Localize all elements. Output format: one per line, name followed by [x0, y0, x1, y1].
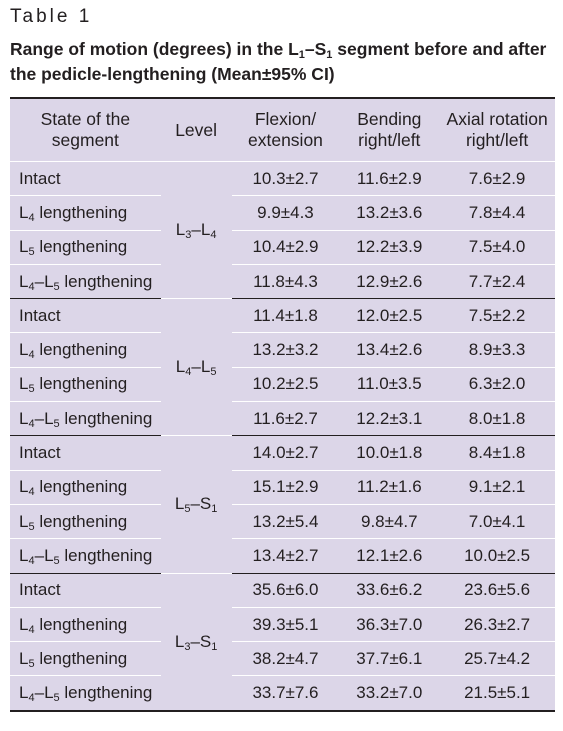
state-cell: L5 lengthening [10, 641, 161, 677]
bending-value: 33.2±7.0 [356, 683, 423, 703]
bending-value: 11.6±2.9 [339, 161, 440, 197]
level-cell: L5–S1 [160, 435, 232, 574]
flexion-value: 14.0±2.7 [231, 435, 340, 471]
axial-value: 7.8±4.4 [439, 195, 555, 231]
state-cell: L4 lengthening [10, 607, 161, 643]
state-cell: L5 lengthening [10, 230, 161, 265]
axial-value: 8.9±3.3 [439, 332, 555, 368]
header-flexion: Flexion/ extension [231, 98, 340, 162]
axial-value: 25.7±4.2 [439, 641, 555, 677]
state-cell: L4 lengthening [10, 470, 161, 505]
table-caption: Range of motion (degrees) in the L1–S1 s… [10, 39, 547, 84]
axial-value: 23.6±5.6 [439, 573, 555, 608]
state-cell: L4 lengthening [10, 332, 161, 368]
header-level: Level [160, 98, 232, 162]
state-cell: L4–L5 lengthening [10, 264, 161, 300]
flexion-value: 33.7±7.6 [252, 683, 319, 703]
table-row: L4 lengthening 9.9±4.3 13.2±3.6 7.8±4.4 [10, 195, 555, 231]
flexion-value: 38.2±4.7 [231, 641, 340, 677]
table-label: Table 1 [10, 6, 93, 27]
table-row: Intact L5–S1 14.0±2.7 10.0±1.8 8.4±1.8 [10, 435, 555, 574]
axial-value: 6.3±2.0 [439, 367, 555, 403]
state-cell: L5 lengthening [10, 367, 161, 403]
bending-value: 33.6±6.2 [339, 573, 440, 608]
flexion-value: 10.3±2.7 [231, 161, 340, 197]
bending-value: 13.2±3.6 [339, 195, 440, 231]
axial-value: 7.6±2.9 [439, 161, 555, 197]
flexion-value: 10.4±2.9 [231, 230, 340, 265]
axial-value: 7.5±4.0 [439, 230, 555, 265]
state-cell: L4–L5 lengthening [19, 683, 153, 705]
bending-value: 12.1±2.6 [339, 538, 440, 574]
header-axial: Axial rotation right/left [439, 98, 555, 162]
table-row: Intact L3–S1 35.6±6.0 33.6±6.2 23.6±5.6 [10, 573, 555, 712]
bending-value: 12.0±2.5 [339, 298, 440, 334]
bending-value: 12.9±2.6 [339, 264, 440, 300]
flexion-value: 11.8±4.3 [231, 264, 340, 300]
table-body: Intact L3–L4 10.3±2.7 11.6±2.9 7.6±2.9 L4 len… [10, 161, 555, 712]
level-cell: L4–L5 [160, 298, 232, 437]
bending-value: 13.4±2.6 [339, 332, 440, 368]
range-of-motion-table: State of the segment Level Flexion/ exte… [10, 97, 555, 712]
axial-value: 8.4±1.8 [439, 435, 555, 471]
table-row: Intact L3–L4 10.3±2.7 11.6±2.9 7.6±2.9 [10, 161, 555, 300]
axial-value: 9.1±2.1 [439, 470, 555, 505]
bending-value: 12.2±3.9 [339, 230, 440, 265]
state-cell: Intact [10, 298, 161, 334]
flexion-value: 39.3±5.1 [231, 607, 340, 643]
axial-value: 7.0±4.1 [439, 504, 555, 540]
flexion-value: 35.6±6.0 [231, 573, 340, 608]
axial-value: 10.0±2.5 [439, 538, 555, 574]
table-row: Intact L4–L5 11.4±1.8 12.0±2.5 7.5±2.2 [10, 298, 555, 437]
state-cell: L5 lengthening [10, 504, 161, 540]
flexion-value: 13.2±5.4 [231, 504, 340, 540]
header-bending: Bending right/left [339, 98, 440, 162]
flexion-value: 13.2±3.2 [231, 332, 340, 368]
state-cell: Intact [10, 161, 161, 197]
flexion-value: 15.1±2.9 [231, 470, 340, 505]
axial-value: 7.5±2.2 [439, 298, 555, 334]
flexion-value: 11.4±1.8 [231, 298, 340, 334]
table-row: L5 lengthening 10.2±2.5 11.0±3.5 6.3±2.0 [10, 367, 555, 403]
table-row: L5 lengthening 10.4±2.9 12.2±3.9 7.5±4.0 [10, 230, 555, 265]
bending-value: 12.2±3.1 [339, 401, 440, 437]
table-row: L4–L5 lengthening 33.7±7.6 33.2±7.0 21.5±5.… [10, 676, 555, 711]
level-cell: L3–S1 [160, 573, 232, 712]
bending-value: 11.2±1.6 [339, 470, 440, 505]
header-state: State of the segment [10, 98, 161, 162]
bending-value: 37.7±6.1 [339, 641, 440, 677]
bending-value: 10.0±1.8 [339, 435, 440, 471]
state-cell: Intact [10, 573, 161, 608]
axial-value: 21.5±5.1 [464, 683, 531, 703]
flexion-value: 13.4±2.7 [231, 538, 340, 574]
table-row: L4 lengthening 13.2±3.2 13.4±2.6 8.9±3.3 [10, 332, 555, 368]
flexion-value: 11.6±2.7 [231, 401, 340, 437]
table-header-row: State of the segment Level Flexion/ exte… [10, 98, 555, 162]
flexion-value: 9.9±4.3 [231, 195, 340, 231]
axial-value: 8.0±1.8 [439, 401, 555, 437]
state-cell: L4 lengthening [10, 195, 161, 231]
table-row: L5 lengthening 38.2±4.7 37.7±6.1 25.7±4.2 [10, 641, 555, 677]
state-cell: L4–L5 lengthening [10, 538, 161, 574]
table-row: L4–L5 lengthening 11.6±2.7 12.2±3.1 8.0±1.8 [10, 401, 555, 437]
flexion-value: 10.2±2.5 [231, 367, 340, 403]
table-row: L4–L5 lengthening 11.8±4.3 12.9±2.6 7.7±2.4 [10, 264, 555, 300]
bending-value: 36.3±7.0 [339, 607, 440, 643]
axial-value: 7.7±2.4 [439, 264, 555, 300]
level-cell: L3–L4 [160, 161, 232, 300]
table-row: L5 lengthening 13.2±5.4 9.8±4.7 7.0±4.1 [10, 504, 555, 540]
bending-value: 9.8±4.7 [339, 504, 440, 540]
axial-value: 26.3±2.7 [439, 607, 555, 643]
bending-value: 11.0±3.5 [339, 367, 440, 403]
table-row: L4 lengthening 39.3±5.1 36.3±7.0 26.3±2.7 [10, 607, 555, 643]
table-row: L4 lengthening 15.1±2.9 11.2±1.6 9.1±2.1 [10, 470, 555, 505]
state-cell: L4–L5 lengthening [10, 401, 161, 437]
table-row: L4–L5 lengthening 13.4±2.7 12.1±2.6 10.0±2.… [10, 538, 555, 574]
state-cell: Intact [10, 435, 161, 471]
